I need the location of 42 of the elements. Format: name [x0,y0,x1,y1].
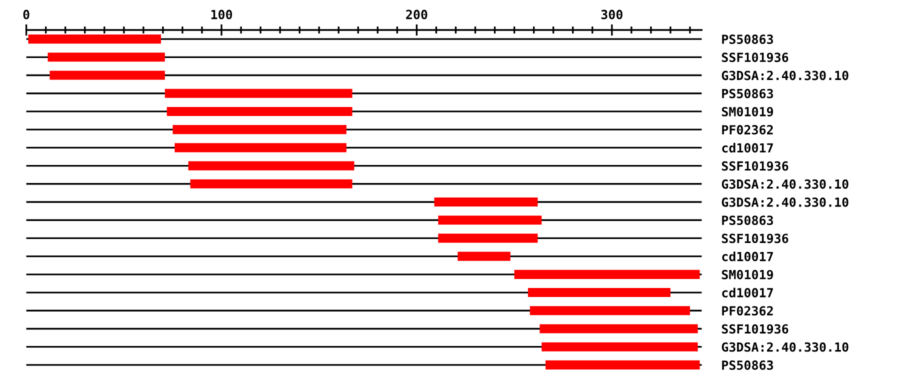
bar [188,161,354,170]
bar [28,34,161,44]
x-tick-label: 300 [601,10,622,20]
bar [190,179,352,188]
bar [528,288,670,298]
bar [438,234,538,243]
y-tick-label: SSF101936 [722,161,788,171]
y-tick-label: SM01019 [722,270,774,280]
y-tick-label: PF02362 [722,306,773,316]
bar [530,306,690,316]
bar [438,216,542,225]
x-tick-label: 100 [211,10,232,20]
y-tick-label: SSF101936 [722,324,788,334]
y-tick-label: G3DSA:2.40.330.10 [722,179,848,189]
bar [48,52,165,62]
y-tick-label: G3DSA:2.40.330.10 [722,70,848,80]
y-tick-label: PS50863 [722,216,774,226]
bar [542,342,698,352]
bar [50,70,165,80]
bar [540,324,698,334]
x-tick-label: 200 [406,10,428,20]
y-tick-label: G3DSA:2.40.330.10 [722,342,848,352]
y-tick-label: SSF101936 [722,234,788,244]
y-tick-label: PS50863 [722,360,774,370]
y-tick-label: cd10017 [722,288,773,298]
y-tick-label: SM01019 [722,106,774,116]
bar [546,360,700,370]
y-tick-label: cd10017 [722,252,773,262]
y-tick-label: PF02362 [722,125,773,135]
y-tick-label: cd10017 [722,142,773,153]
bar [514,270,700,279]
bar [166,106,352,116]
bar [164,88,352,98]
bar [172,125,346,134]
bar [174,143,346,152]
y-tick-label: PS50863 [722,34,774,44]
y-tick-label: PS50863 [722,88,774,98]
y-tick-label: G3DSA:2.40.330.10 [722,197,848,207]
bar [434,197,538,207]
y-tick-label: SSF101936 [722,52,788,62]
x-tick-label: 0 [23,10,30,20]
bar [458,252,510,261]
